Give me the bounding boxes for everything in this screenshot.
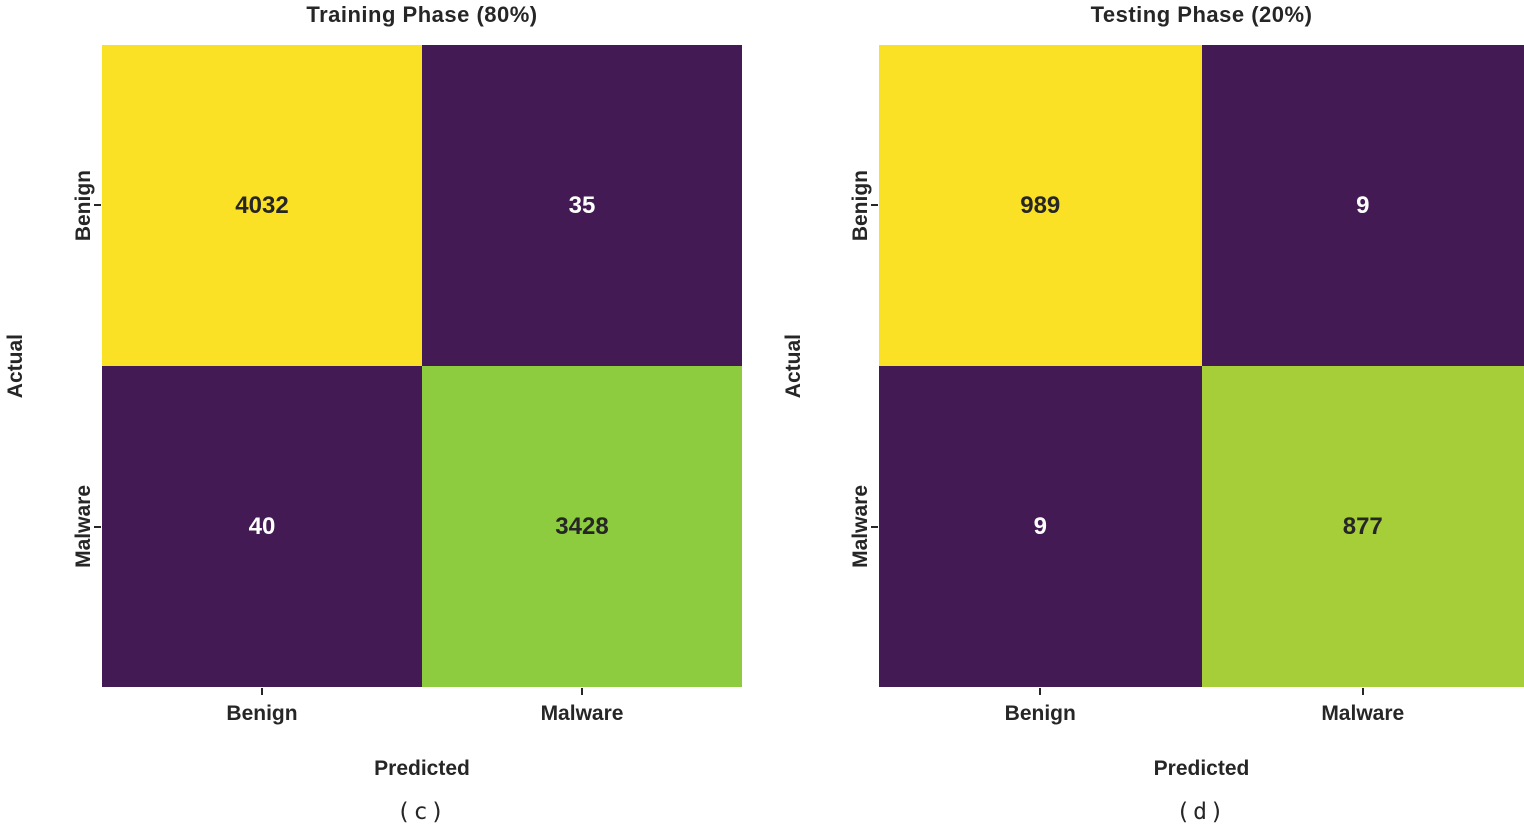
cell-actual-malware-pred-benign: 9 <box>879 366 1202 687</box>
testing-phase-panel: Testing Phase (20%) Actual Benign Malwar… <box>762 0 1524 837</box>
x-tick-label-malware: Malware <box>540 702 624 725</box>
x-tick-label-malware: Malware <box>1321 702 1405 725</box>
x-tick-mark <box>261 688 263 695</box>
cell-actual-benign-pred-malware: 9 <box>1201 45 1524 366</box>
cell-actual-malware-pred-benign: 40 <box>102 366 422 687</box>
y-tick-label-malware: Malware <box>849 485 872 568</box>
y-tick-mark <box>94 526 101 528</box>
x-tick-label-benign: Benign <box>1004 702 1076 725</box>
cell-actual-benign-pred-malware: 35 <box>422 45 742 366</box>
y-axis-label: Actual <box>780 45 808 687</box>
x-tick-mark <box>1361 688 1364 695</box>
panel-title: Testing Phase (20%) <box>1090 2 1313 27</box>
y-axis-label-text: Actual <box>782 333 805 399</box>
y-tick-mark <box>871 204 878 206</box>
confusion-matrix-training: 4032 35 40 3428 <box>102 45 742 687</box>
y-tick-label-benign: Benign <box>72 169 95 242</box>
y-axis-label-text: Actual <box>4 333 27 399</box>
subfigure-caption: (d) <box>1176 799 1227 825</box>
y-tick-label-benign: Benign <box>849 169 872 242</box>
x-tick-mark <box>1039 688 1042 695</box>
cell-actual-malware-pred-malware: 877 <box>1201 366 1524 687</box>
training-phase-panel: Training Phase (80%) Actual Benign Malwa… <box>2 2 742 825</box>
cell-actual-benign-pred-benign: 989 <box>879 45 1202 366</box>
x-tick-label-benign: Benign <box>226 702 298 725</box>
cell-actual-malware-pred-malware: 3428 <box>422 366 742 687</box>
x-tick-mark <box>581 688 583 695</box>
y-tick-label-malware: Malware <box>72 485 95 568</box>
x-axis-label: Predicted <box>374 757 470 780</box>
y-tick-mark <box>94 204 101 206</box>
confusion-matrix-testing: 989 9 9 877 <box>879 45 1524 687</box>
panel-title: Training Phase (80%) <box>306 2 538 27</box>
cell-actual-benign-pred-benign: 4032 <box>102 45 422 366</box>
y-tick-mark <box>871 526 878 528</box>
x-axis-label: Predicted <box>1153 757 1250 780</box>
subfigure-caption: (c) <box>396 799 448 825</box>
y-axis-label: Actual <box>2 45 30 687</box>
